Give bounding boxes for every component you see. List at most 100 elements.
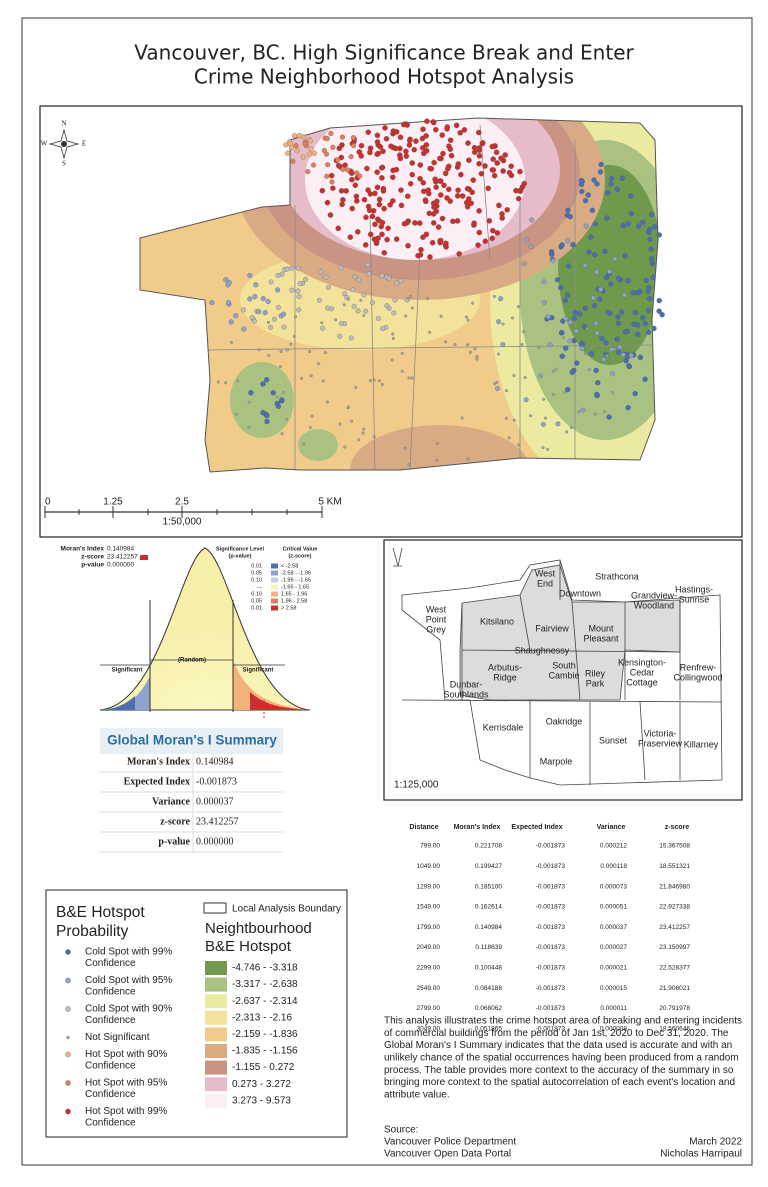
incident-dot [327, 212, 334, 218]
incident-dot [437, 155, 443, 162]
incident-dot [358, 153, 364, 159]
incident-dot [521, 180, 528, 187]
table-cell: -0.001873 [536, 944, 566, 951]
legend-title: B&E Hotspot [205, 938, 292, 955]
incident-dot [351, 303, 357, 309]
incident-dot [562, 336, 566, 340]
col-header: Critical Value [283, 546, 318, 552]
incident-dot [645, 307, 652, 313]
incident-dot [264, 418, 270, 425]
incident-dot [637, 288, 643, 295]
incident-dot [565, 292, 571, 298]
table-cell: 0.084188 [475, 985, 502, 992]
neighbourhood-label: End [537, 578, 553, 588]
incident-dot [248, 390, 254, 396]
incident-dot [431, 159, 437, 166]
incident-dot [529, 217, 535, 223]
incident-dot [325, 284, 331, 290]
incident-dot [428, 330, 432, 334]
incident-dot [355, 229, 361, 235]
incident-dot [385, 225, 391, 232]
incident-dot [430, 200, 437, 207]
neighbourhood-label: Cedar [630, 667, 655, 677]
incident-dot [361, 196, 368, 203]
incident-dot [446, 143, 452, 149]
incident-dot [585, 327, 589, 331]
incident-dot [346, 405, 350, 409]
incident-dot [350, 287, 356, 293]
incident-dot [579, 188, 585, 195]
incident-dot [579, 346, 585, 352]
incident-dot [440, 150, 446, 157]
incident-dot [541, 299, 547, 305]
neighbourhood-label: West [535, 568, 556, 578]
incident-dot [342, 303, 346, 307]
incident-dot [598, 161, 604, 168]
incident-dot [407, 462, 411, 466]
incident-dot [592, 252, 598, 258]
incident-dot [563, 345, 569, 351]
incident-dot [501, 322, 505, 326]
incident-dot [247, 296, 253, 302]
incident-dot [493, 149, 500, 156]
incident-dot [604, 215, 610, 221]
description-line: unlikely chance of the spatial occurrenc… [384, 1053, 739, 1064]
incident-dot [398, 278, 404, 284]
incident-dot [425, 187, 431, 193]
incident-dot [569, 369, 575, 375]
incident-dot [433, 208, 440, 215]
table-cell: 1299.00 [417, 883, 441, 890]
incident-dot [403, 148, 409, 155]
incident-dot [265, 298, 271, 305]
incident-dot [454, 218, 461, 224]
incident-dot [591, 302, 598, 309]
incident-dot [589, 207, 595, 213]
legend-label: Cold Spot with 90% [85, 1004, 172, 1015]
incident-dot [461, 127, 468, 133]
incident-dot [617, 344, 623, 350]
date: March 2022 [689, 1137, 742, 1148]
incident-dot [374, 139, 381, 145]
incident-dot [480, 140, 486, 146]
table-cell: 22.927338 [659, 904, 690, 911]
range-label: -1.835 - -1.156 [232, 1046, 298, 1057]
compass-letter: S [62, 160, 66, 168]
critical-value: 1.65 - 1.96 [281, 591, 307, 597]
incident-dot [521, 261, 527, 267]
table-cell: -0.001873 [536, 1025, 566, 1032]
incident-dot [318, 269, 324, 275]
incident-dot [571, 315, 577, 321]
incident-dot [359, 298, 363, 302]
table-header: Variance [597, 824, 626, 831]
incident-dot [580, 407, 586, 413]
incident-dot [329, 179, 335, 185]
legend-symbol [66, 1035, 70, 1040]
incident-dot [391, 332, 395, 336]
incident-dot [520, 343, 524, 347]
table-cell: 0.000212 [600, 843, 627, 850]
incident-dot [379, 231, 385, 238]
incident-dot [390, 358, 394, 362]
incident-dot [337, 333, 343, 339]
incident-dot [565, 386, 571, 393]
range-swatch [205, 1077, 227, 1092]
table-cell: 0.000118 [600, 863, 627, 870]
incident-dot [223, 277, 229, 283]
incident-dot [368, 379, 372, 383]
incident-dot [506, 169, 513, 176]
neighbourhood-label: Park [586, 678, 605, 688]
incident-dot [445, 165, 451, 172]
incident-dot [433, 184, 439, 190]
incident-dot [398, 202, 405, 209]
incident-dot [225, 300, 232, 306]
incident-dot [398, 187, 404, 193]
stat-swatch [140, 555, 148, 560]
incident-dot [429, 239, 436, 246]
incident-dot [328, 130, 334, 136]
incident-dot [471, 220, 477, 226]
incident-dot [544, 416, 547, 420]
incident-dot [622, 292, 628, 298]
cold-tail [100, 676, 150, 710]
table-cell: 0.000021 [600, 965, 627, 972]
